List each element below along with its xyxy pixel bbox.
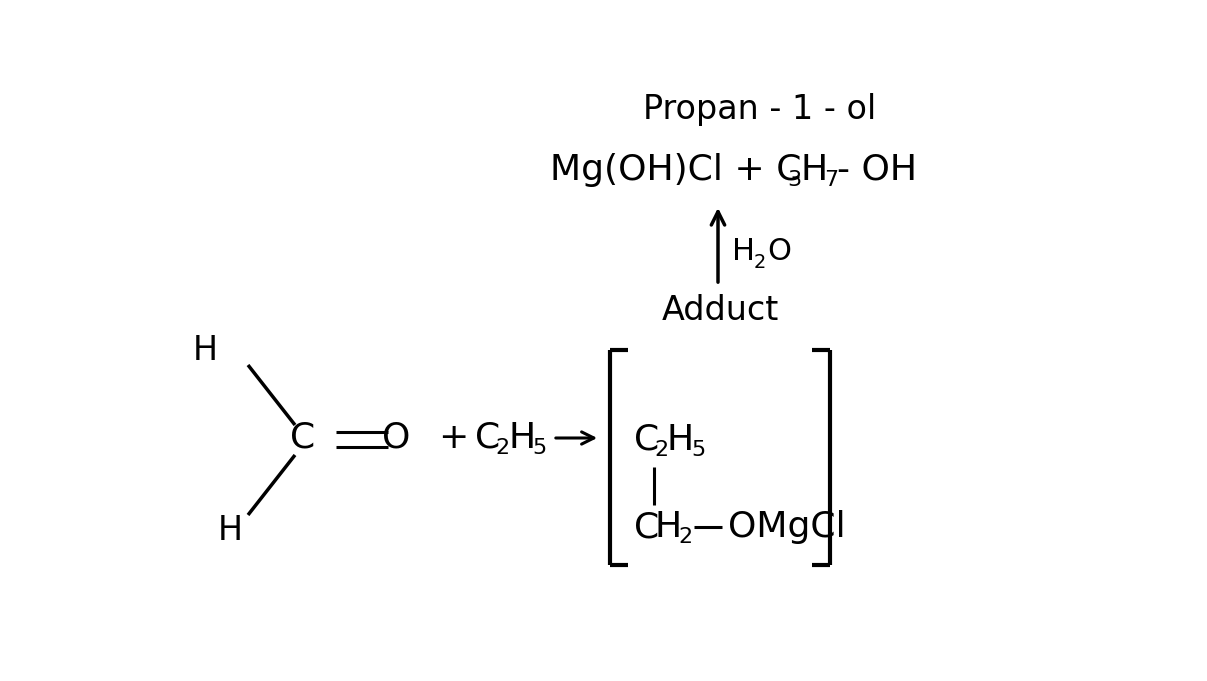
- Text: - OH: - OH: [836, 153, 917, 187]
- Text: 2: 2: [678, 527, 692, 547]
- Text: H: H: [654, 510, 681, 544]
- Text: C: C: [476, 421, 500, 455]
- Text: H: H: [800, 153, 827, 187]
- Text: Adduct: Adduct: [661, 294, 779, 326]
- Text: 7: 7: [824, 170, 838, 190]
- Text: H: H: [192, 334, 217, 366]
- Text: 2: 2: [495, 438, 509, 458]
- Text: C: C: [634, 423, 659, 457]
- Text: O: O: [766, 238, 791, 266]
- Text: Mg(OH)Cl + C: Mg(OH)Cl + C: [550, 153, 801, 187]
- Text: 2: 2: [654, 440, 669, 460]
- Text: C: C: [291, 421, 315, 455]
- Text: H: H: [508, 421, 535, 455]
- Text: 5: 5: [690, 440, 705, 460]
- Text: 3: 3: [787, 170, 801, 190]
- Text: +: +: [438, 421, 468, 455]
- Text: O: O: [381, 421, 410, 455]
- Text: C: C: [634, 510, 659, 544]
- Text: H: H: [731, 238, 756, 266]
- Text: OMgCl: OMgCl: [728, 510, 846, 544]
- Text: 2: 2: [754, 253, 766, 272]
- Text: 5: 5: [532, 438, 547, 458]
- Text: Propan - 1 - ol: Propan - 1 - ol: [643, 93, 876, 127]
- Text: H: H: [217, 513, 243, 546]
- Text: H: H: [667, 423, 694, 457]
